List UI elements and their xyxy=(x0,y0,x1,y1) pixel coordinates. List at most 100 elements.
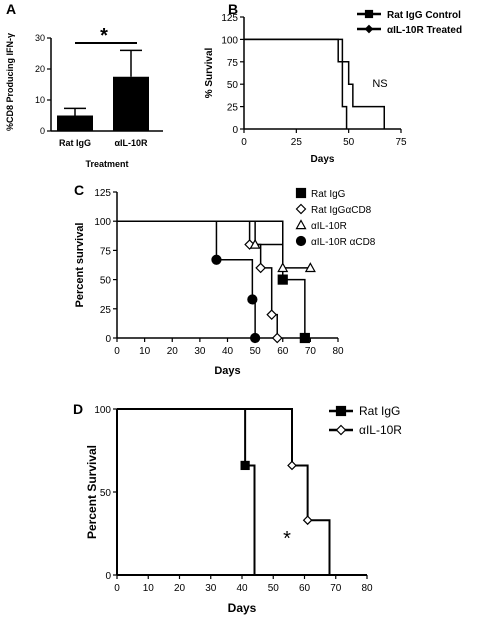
significance-annotation: NS xyxy=(372,78,387,90)
data-point-marker xyxy=(247,294,258,305)
significance-marker: * xyxy=(100,25,108,47)
y-tick-label: 75 xyxy=(100,246,112,257)
data-point-marker xyxy=(277,274,288,285)
y-tick-label: 20 xyxy=(35,64,45,74)
x-tick-label: 0 xyxy=(241,137,247,148)
y-axis-title: %CD8 Producing IFN-γ xyxy=(5,33,15,131)
legend-label: Rat IgG xyxy=(359,404,400,418)
legend-marker xyxy=(335,405,347,417)
survival-curve-0 xyxy=(244,38,386,129)
y-axis-title: % Survival xyxy=(204,47,215,98)
legend-label: Rat IgG Control xyxy=(387,10,461,21)
survival-curve-0 xyxy=(117,408,256,575)
y-tick-label: 0 xyxy=(40,126,45,136)
y-tick-label: 100 xyxy=(94,405,111,416)
y-axis-title: Percent Survival xyxy=(85,445,99,539)
data-point-marker xyxy=(249,238,261,249)
data-point-marker xyxy=(211,254,222,265)
x-tick-label: αIL-10R xyxy=(114,138,148,148)
x-tick-label: 10 xyxy=(139,346,151,357)
x-tick-label: 10 xyxy=(143,583,155,594)
data-point-marker xyxy=(240,460,250,471)
panel-a: A 0 10 20 30 Rat IgG αIL-10R Treatment %CD8 Prod… xyxy=(5,1,163,169)
legend-label: Rat IgG xyxy=(311,189,346,200)
y-tick-label: 10 xyxy=(35,95,45,105)
y-tick-label: 25 xyxy=(227,103,239,114)
x-tick-label: 0 xyxy=(114,346,120,357)
x-tick-label: 50 xyxy=(343,137,355,148)
legend-label: Rat IgGαCD8 xyxy=(311,205,372,216)
x-tick-label: 20 xyxy=(174,583,186,594)
x-tick-label: 50 xyxy=(268,583,280,594)
x-tick-label: 30 xyxy=(194,346,206,357)
y-tick-label: 125 xyxy=(94,188,111,199)
significance-annotation: * xyxy=(283,528,291,550)
y-tick-label: 100 xyxy=(221,35,238,46)
x-tick-label: 30 xyxy=(205,583,217,594)
data-point-marker xyxy=(266,309,278,320)
x-tick-label: 0 xyxy=(114,583,120,594)
legend-marker xyxy=(295,219,307,230)
legend-label: αIL-10R Treated xyxy=(387,25,462,36)
x-axis-title: Days xyxy=(311,154,335,165)
legend-marker xyxy=(364,9,374,19)
x-axis-title: Days xyxy=(228,601,257,615)
x-tick-label: 75 xyxy=(395,137,407,148)
y-tick-label: 100 xyxy=(94,217,111,228)
legend-marker xyxy=(295,235,307,247)
y-tick-label: 30 xyxy=(35,33,45,43)
x-tick-label: 50 xyxy=(250,346,262,357)
y-tick-label: 75 xyxy=(227,58,239,69)
legend-label: αIL-10R xyxy=(311,221,347,232)
x-tick-label: Rat IgG xyxy=(59,138,91,148)
survival-curve-1 xyxy=(117,220,278,338)
x-tick-label: 60 xyxy=(299,583,311,594)
x-tick-label: 60 xyxy=(277,346,289,357)
data-point-marker xyxy=(255,262,266,274)
y-tick-label: 125 xyxy=(221,13,238,24)
data-point-marker xyxy=(271,332,283,344)
y-tick-label: 0 xyxy=(105,334,111,345)
x-tick-label: 70 xyxy=(305,346,317,357)
survival-curve-3 xyxy=(117,220,256,338)
data-point-marker xyxy=(299,332,310,344)
x-tick-label: 70 xyxy=(330,583,342,594)
legend-label: αIL-10R xyxy=(359,423,402,437)
data-point-marker xyxy=(304,262,316,273)
y-tick-label: 50 xyxy=(100,488,112,499)
x-axis-title: Days xyxy=(214,365,240,377)
x-tick-label: 25 xyxy=(291,137,303,148)
data-point-marker xyxy=(287,460,297,471)
legend-marker xyxy=(295,203,307,215)
bar-1 xyxy=(113,76,149,131)
survival-curve-2 xyxy=(117,220,311,269)
x-tick-label: 80 xyxy=(361,583,373,594)
x-tick-label: 40 xyxy=(222,346,234,357)
panel-c: C 0 25 50 75 100 125 0 10 20 30 40 50 60 70 80 Days Perce… xyxy=(74,182,376,377)
y-tick-label: 0 xyxy=(232,125,238,136)
legend-label: αIL-10R αCD8 xyxy=(311,237,376,248)
x-tick-label: 80 xyxy=(332,346,344,357)
y-tick-label: 25 xyxy=(100,305,112,316)
panel-label: A xyxy=(6,1,16,17)
data-point-marker xyxy=(302,515,313,526)
bar-0 xyxy=(57,115,93,131)
x-tick-label: 40 xyxy=(236,583,248,594)
panel-label: D xyxy=(73,401,83,417)
panel-b: B 0 25 50 75 100 125 0 25 50 75 Days % Survival Rat I… xyxy=(204,1,462,165)
panel-label: C xyxy=(74,182,84,198)
panel-d: D 0 50 100 0 10 20 30 40 50 60 70 80 Days Percent Surv… xyxy=(73,401,402,615)
y-axis-title: Percent survival xyxy=(74,223,86,308)
data-point-marker xyxy=(250,332,261,344)
y-tick-label: 50 xyxy=(227,80,239,91)
legend-marker xyxy=(335,424,347,436)
survival-curve-1 xyxy=(244,38,348,129)
data-point-marker xyxy=(277,262,289,273)
legend-marker xyxy=(295,187,307,199)
x-axis-title: Treatment xyxy=(85,159,128,169)
survival-curve-1 xyxy=(117,408,331,575)
y-tick-label: 0 xyxy=(105,571,111,582)
panel-label: B xyxy=(228,1,238,17)
y-tick-label: 50 xyxy=(100,276,112,287)
